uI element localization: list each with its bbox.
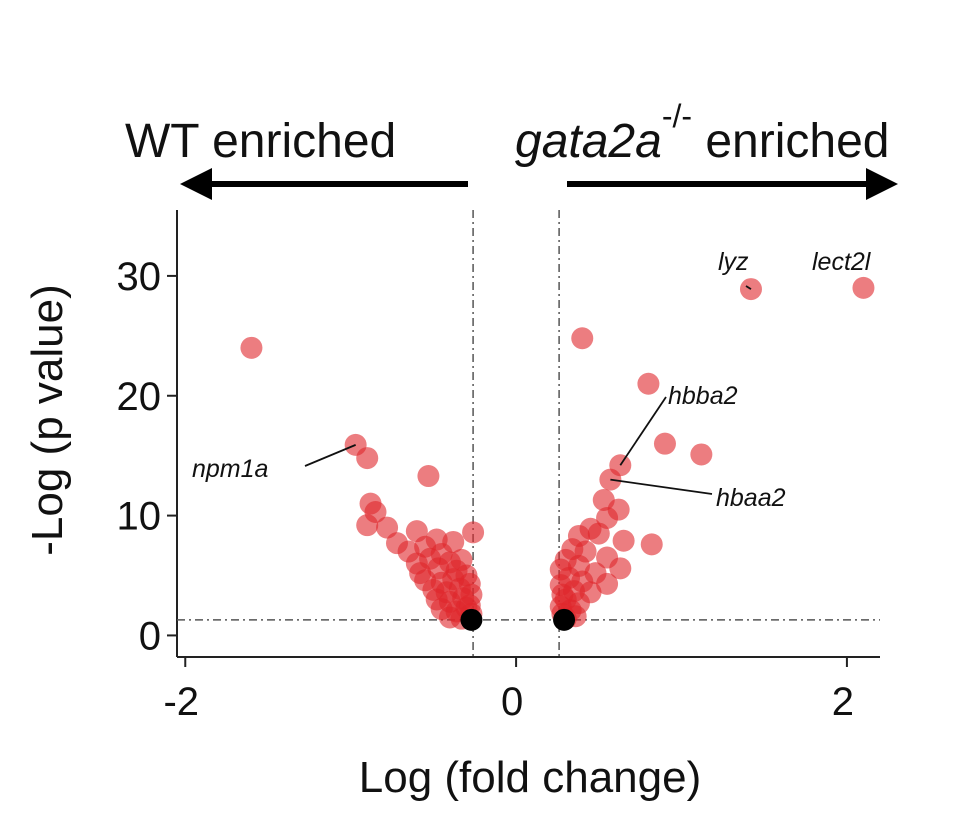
data-point	[462, 521, 485, 544]
wt-enriched-label: WT enriched	[125, 115, 396, 168]
data-point	[637, 372, 660, 395]
data-point	[376, 516, 399, 539]
threshold-lines	[177, 210, 880, 657]
annotation-leader-line	[304, 444, 356, 467]
data-points	[240, 276, 875, 631]
gene-label-hbba2: hbba2	[668, 382, 738, 410]
y-tick-label: 0	[139, 614, 161, 658]
gene-label-lect2l: lect2l	[812, 248, 872, 276]
data-point	[690, 443, 713, 466]
y-tick-label: 20	[117, 375, 162, 419]
data-point	[571, 327, 594, 350]
y-tick-label: 30	[117, 255, 162, 299]
threshold-data-point	[460, 608, 483, 631]
data-point	[609, 557, 632, 580]
gene-label-lyz: lyz	[718, 248, 749, 276]
gene-annotations: npm1a lyz lect2l hbba2 hbaa2	[192, 248, 872, 512]
data-point	[587, 522, 610, 545]
data-point	[356, 447, 379, 470]
gene-label-hbaa2: hbaa2	[716, 484, 786, 512]
y-tick-label: 10	[117, 495, 162, 539]
y-axis-title: -Log (p value)	[23, 284, 72, 555]
data-point	[356, 514, 379, 537]
x-tick-label: 0	[501, 680, 523, 724]
gata2a-superscript: -/-	[662, 98, 692, 134]
data-point	[417, 465, 440, 488]
enriched-suffix: enriched	[692, 115, 889, 168]
gene-label-npm1a: npm1a	[192, 455, 269, 483]
gata2a-gene-label: gata2a	[515, 115, 662, 168]
threshold-data-point	[553, 608, 576, 631]
x-tick-label: 2	[832, 680, 854, 724]
gata2a-enriched-label: gata2a-/- enriched	[515, 98, 889, 168]
data-point	[240, 336, 263, 359]
data-point	[596, 572, 619, 595]
annotation-leader-line	[619, 396, 667, 466]
x-axis-title: Log (fold change)	[359, 753, 701, 802]
annotation-leader-line	[610, 478, 713, 495]
data-point	[653, 432, 676, 455]
data-point	[640, 533, 663, 556]
data-point	[852, 276, 875, 299]
wt-enriched-arrow	[180, 168, 468, 200]
data-point	[612, 529, 635, 552]
x-tick-label: -2	[163, 680, 199, 724]
gata2a-enriched-arrow	[567, 168, 898, 200]
y-axis-ticks: 0 10 20 30	[117, 255, 177, 658]
x-axis-ticks: -2 0 2	[163, 657, 854, 724]
annotation-leader-line	[745, 285, 752, 290]
